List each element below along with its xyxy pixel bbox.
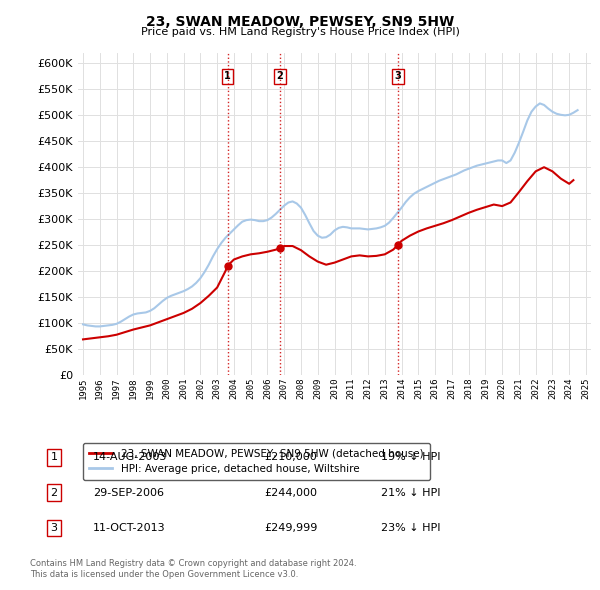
Text: Price paid vs. HM Land Registry's House Price Index (HPI): Price paid vs. HM Land Registry's House …	[140, 27, 460, 37]
Text: 3: 3	[394, 71, 401, 81]
Text: 21% ↓ HPI: 21% ↓ HPI	[381, 488, 440, 497]
Text: 14-AUG-2003: 14-AUG-2003	[93, 453, 167, 462]
Text: £249,999: £249,999	[264, 523, 317, 533]
Text: 29-SEP-2006: 29-SEP-2006	[93, 488, 164, 497]
Text: £210,000: £210,000	[264, 453, 317, 462]
Text: 1: 1	[224, 71, 231, 81]
Text: 23, SWAN MEADOW, PEWSEY, SN9 5HW: 23, SWAN MEADOW, PEWSEY, SN9 5HW	[146, 15, 454, 29]
Text: This data is licensed under the Open Government Licence v3.0.: This data is licensed under the Open Gov…	[30, 571, 298, 579]
Text: 2: 2	[50, 488, 58, 497]
Text: 1: 1	[50, 453, 58, 462]
Text: 11-OCT-2013: 11-OCT-2013	[93, 523, 166, 533]
Text: 23% ↓ HPI: 23% ↓ HPI	[381, 523, 440, 533]
Text: 3: 3	[50, 523, 58, 533]
Text: Contains HM Land Registry data © Crown copyright and database right 2024.: Contains HM Land Registry data © Crown c…	[30, 559, 356, 568]
Text: £244,000: £244,000	[264, 488, 317, 497]
Legend: 23, SWAN MEADOW, PEWSEY, SN9 5HW (detached house), HPI: Average price, detached : 23, SWAN MEADOW, PEWSEY, SN9 5HW (detach…	[83, 442, 430, 480]
Text: 19% ↓ HPI: 19% ↓ HPI	[381, 453, 440, 462]
Text: 2: 2	[277, 71, 283, 81]
